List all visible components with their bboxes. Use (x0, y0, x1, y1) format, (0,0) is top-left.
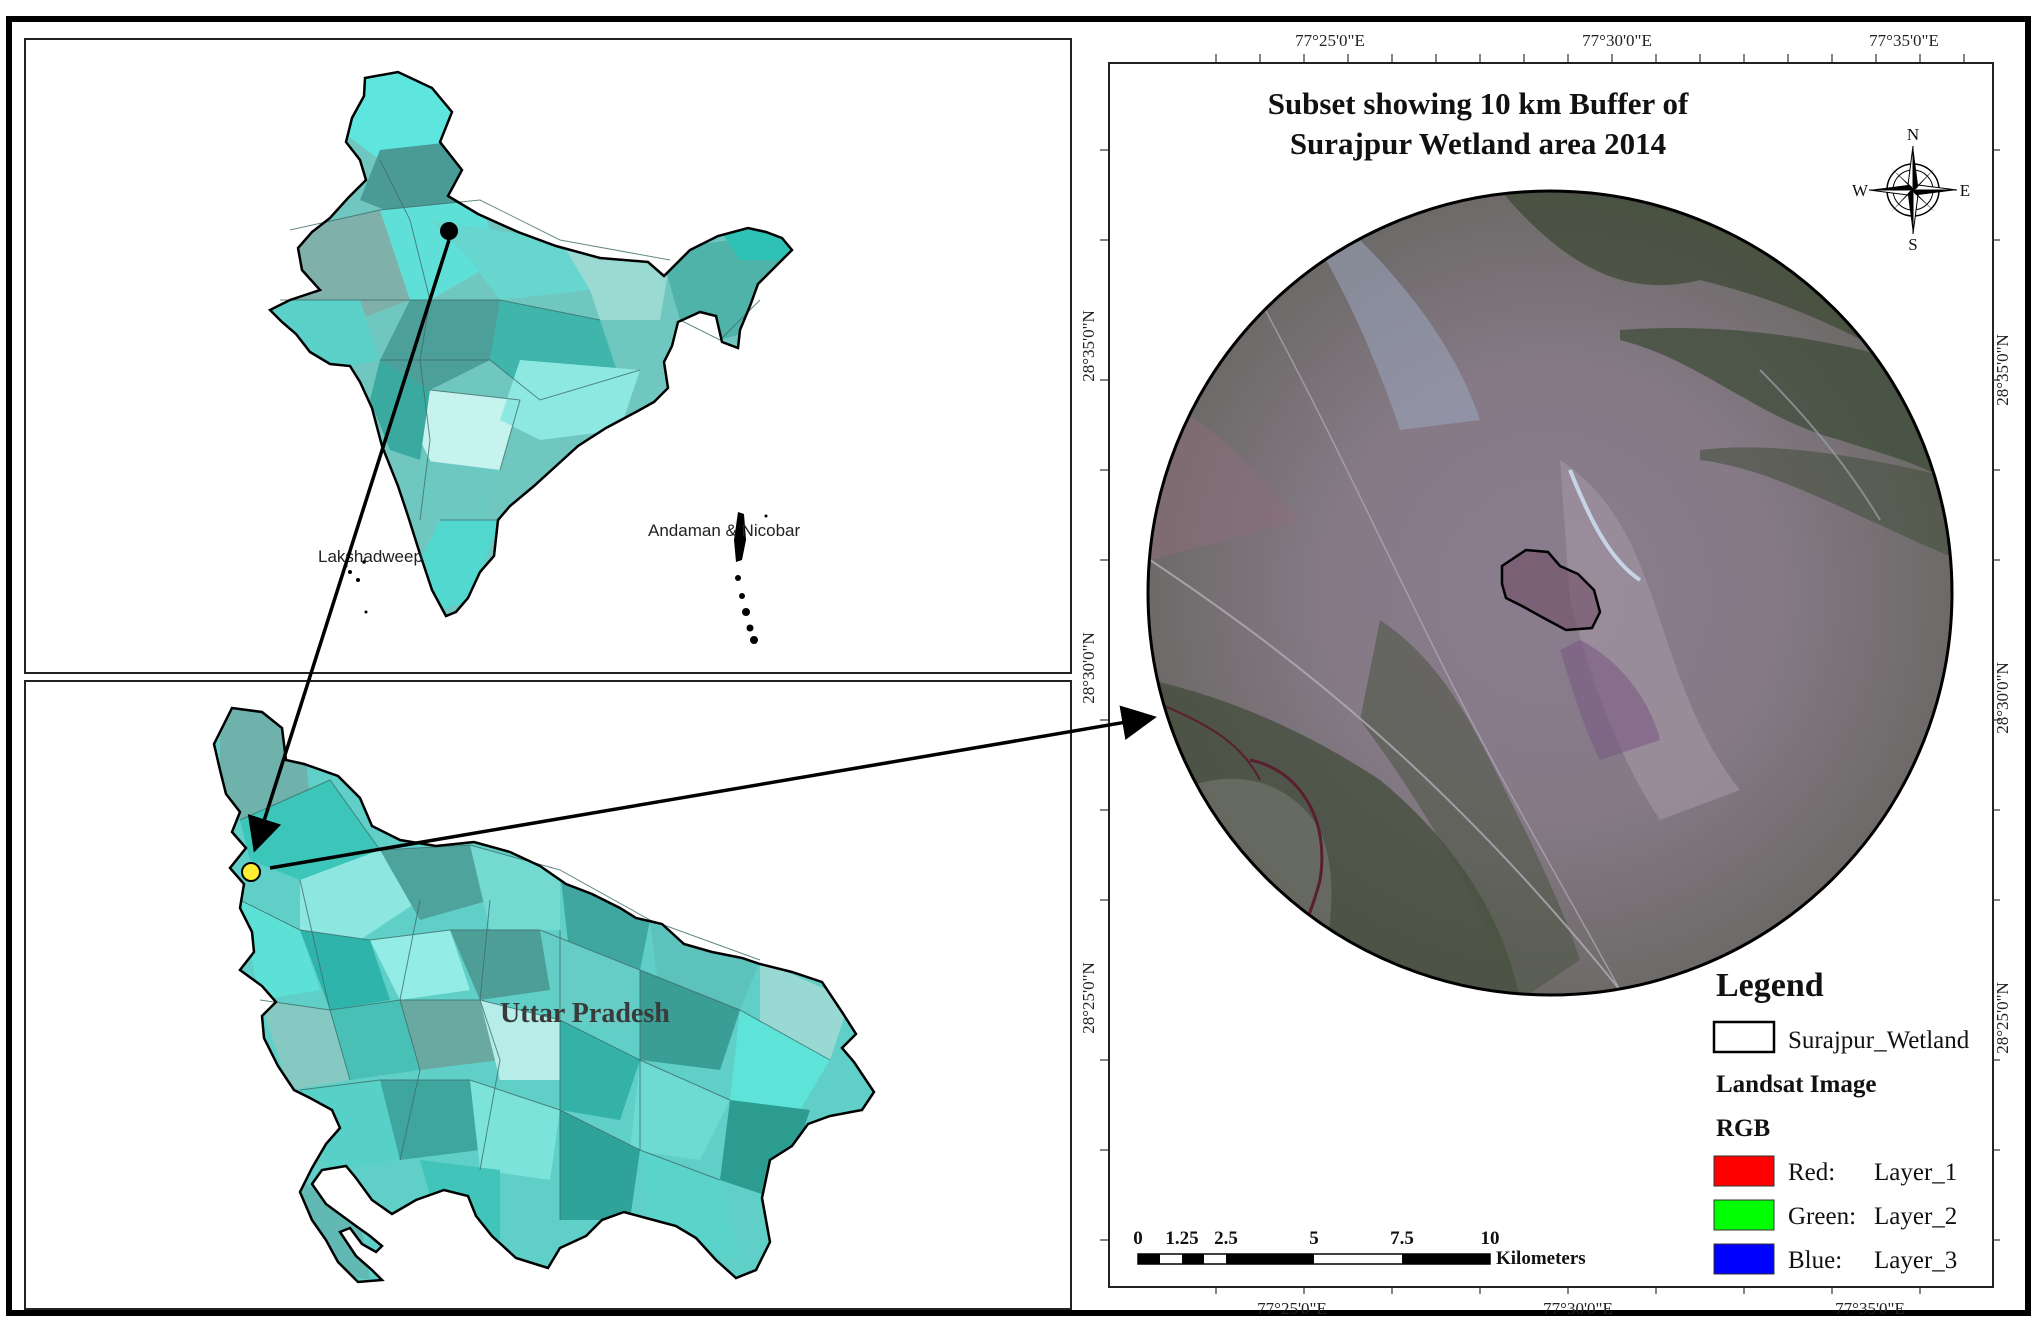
figure-border (6, 16, 2031, 1316)
map-title-line2: Surajpur Wetland area 2014 (1290, 126, 1666, 161)
left-tick-3: 28°25'0"N (1079, 962, 1098, 1034)
scale-label-4: 7.5 (1390, 1228, 1414, 1249)
up-label: Uttar Pradesh (500, 998, 670, 1029)
scale-unit: Kilometers (1496, 1248, 1586, 1269)
legend-landsat-label: Landsat Image (1716, 1071, 1876, 1098)
blue-band-layer: Layer_3 (1874, 1247, 1957, 1274)
compass-s: S (1908, 235, 1917, 254)
india-map: Lakshadweep Andaman & Nicobar (267, 70, 800, 644)
red-band-layer: Layer_1 (1874, 1159, 1957, 1186)
scale-label-0: 0 (1133, 1228, 1143, 1249)
arrow-up-to-satellite (269, 705, 1157, 870)
right-tick-2: 28°30'0"N (1993, 662, 2012, 734)
location-marker-india (440, 222, 458, 240)
andaman-nicobar-islands (734, 512, 768, 644)
india-outline (267, 70, 794, 618)
right-tick-1: 28°35'0"N (1993, 334, 2012, 406)
blue-band-swatch (1713, 1243, 1775, 1275)
scale-label-2: 2.5 (1214, 1228, 1238, 1249)
up-district-borders (239, 779, 831, 1220)
legend: Legend Surajpur_Wetland Landsat Image RG… (1712, 967, 1970, 1275)
top-tick-1: 77°25'0"E (1295, 31, 1365, 50)
scale-label-3: 5 (1309, 1228, 1319, 1249)
legend-wetland-label: Surajpur_Wetland (1788, 1027, 1970, 1054)
green-band-layer: Layer_2 (1874, 1203, 1957, 1230)
andaman-label: Andaman & Nicobar (648, 521, 800, 540)
red-band-name: Red: (1788, 1159, 1835, 1186)
surajpur-wetland-boundary (1500, 548, 1602, 632)
scale-bar: 0 1.25 2.5 5 7.5 10 Kilometers (1133, 1228, 1585, 1269)
red-band-swatch (1713, 1155, 1775, 1187)
satellite-map: 77°25'0"E 77°30'0"E 77°35'0"E 77°25'0"E … (1079, 31, 2012, 1318)
lakshadweep-islands (344, 560, 368, 614)
lakshadweep-label: Lakshadweep (318, 547, 423, 566)
frame-ticks (1100, 54, 2000, 1294)
india-state-fills (270, 72, 792, 616)
right-tick-3: 28°25'0"N (1993, 982, 2012, 1054)
north-arrow-icon: N S E W (1852, 125, 1970, 254)
arrow-india-to-up (247, 239, 451, 853)
top-tick-2: 77°30'0"E (1582, 31, 1652, 50)
green-band-swatch (1713, 1199, 1775, 1231)
bottom-tick-2: 77°30'0"E (1543, 1299, 1613, 1318)
map-title-line1: Subset showing 10 km Buffer of (1268, 86, 1689, 121)
green-band-name: Green: (1788, 1203, 1856, 1230)
top-tick-3: 77°35'0"E (1869, 31, 1939, 50)
left-tick-1: 28°35'0"N (1079, 310, 1098, 382)
bottom-tick-1: 77°25'0"E (1257, 1299, 1327, 1318)
legend-rgb-label: RGB (1716, 1115, 1770, 1142)
buffer-boundary (1146, 189, 1954, 997)
scale-label-5: 10 (1481, 1228, 1500, 1249)
blue-band-name: Blue: (1788, 1247, 1842, 1274)
compass-w: W (1852, 181, 1869, 200)
satellite-image-buffer (1146, 189, 1954, 997)
study-site-marker (241, 862, 261, 882)
legend-title: Legend (1716, 967, 1824, 1004)
compass-n: N (1907, 125, 1919, 144)
scale-label-1: 1.25 (1165, 1228, 1198, 1249)
india-map-panel (24, 38, 1072, 674)
compass-e: E (1960, 181, 1970, 200)
up-outline (212, 706, 876, 1284)
left-tick-2: 28°30'0"N (1079, 632, 1098, 704)
bottom-tick-3: 77°35'0"E (1835, 1299, 1905, 1318)
up-map: Uttar Pradesh (212, 706, 876, 1284)
wetland-swatch (1712, 1020, 1776, 1054)
